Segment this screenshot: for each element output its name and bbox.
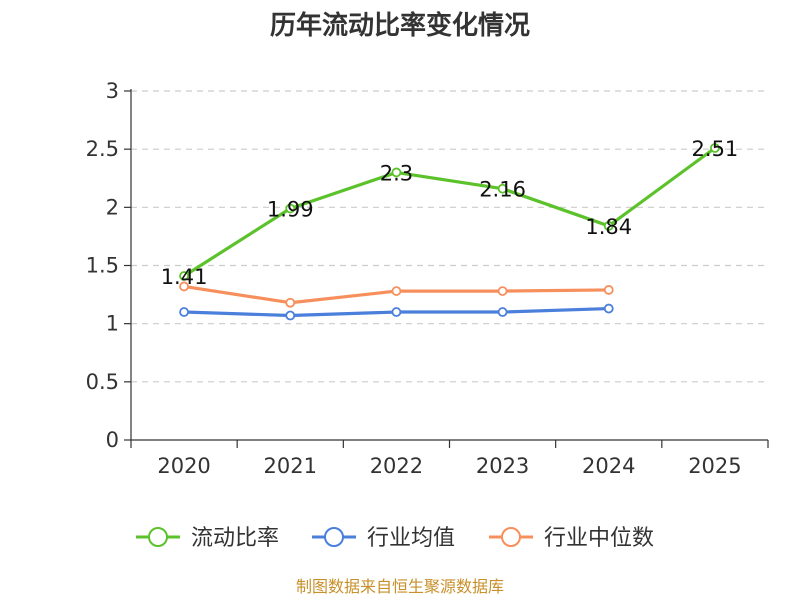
legend-item-2[interactable]: 行业中位数 [489, 526, 654, 551]
data-point[interactable] [285, 310, 296, 321]
y-axis: 0 0.5 1 1.5 2 2.5 3 [86, 79, 132, 452]
data-point[interactable] [710, 143, 720, 153]
data-point[interactable] [603, 303, 614, 314]
y-tick-label: 3 [106, 79, 119, 103]
chart-title: 历年流动比率变化情况 [270, 10, 530, 41]
legend-label: 行业中位数 [544, 526, 654, 551]
x-tick-label: 2025 [688, 454, 741, 478]
data-label: 1.84 [585, 215, 632, 239]
x-tick-label: 2021 [264, 454, 317, 478]
data-label: 2.3 [380, 161, 413, 185]
y-tick-label: 0 [106, 428, 119, 452]
data-point[interactable] [603, 285, 614, 295]
data-point[interactable] [179, 307, 189, 317]
x-tick-label: 2024 [582, 454, 635, 478]
y-tick-label: 1 [106, 312, 119, 336]
y-tick-label: 1.5 [86, 254, 119, 278]
legend-marker [148, 527, 168, 547]
data-point[interactable] [391, 307, 402, 317]
data-point[interactable] [603, 221, 614, 231]
data-label: 2.51 [692, 137, 739, 161]
x-tick-label: 2020 [157, 454, 210, 478]
data-point[interactable] [179, 271, 189, 281]
data-label: 1.99 [267, 197, 314, 221]
data-labels: 1.41 1.99 2.3 2.16 1.84 2.51 [161, 137, 739, 289]
data-label: 2.16 [479, 178, 526, 202]
grid-lines [131, 90, 768, 383]
legend-label: 流动比率 [191, 526, 279, 551]
legend-item-0[interactable]: 流动比率 [136, 526, 279, 551]
y-tick-label: 0.5 [86, 370, 119, 394]
data-point[interactable] [285, 297, 296, 308]
data-point[interactable] [179, 281, 189, 292]
data-label: 1.41 [161, 265, 208, 289]
x-axis: 2020 2021 2022 2023 2024 2025 [130, 439, 769, 478]
series-layer [179, 143, 720, 321]
data-point[interactable] [391, 286, 402, 296]
legend-item-1[interactable]: 行业均值 [312, 526, 455, 551]
legend-label: 行业均值 [367, 526, 455, 551]
series-line-0 [183, 146, 716, 278]
data-point[interactable] [391, 167, 402, 178]
y-tick-label: 2.5 [86, 137, 119, 161]
legend[interactable]: 流动比率 行业均值 行业中位数 [136, 526, 654, 551]
data-point[interactable] [285, 203, 296, 214]
source-note: 制图数据来自恒生聚源数据库 [296, 577, 504, 596]
data-point[interactable] [497, 286, 508, 296]
data-point[interactable] [497, 307, 508, 317]
legend-marker [501, 527, 521, 547]
data-point[interactable] [497, 183, 508, 194]
y-tick-label: 2 [106, 195, 119, 219]
x-tick-label: 2023 [476, 454, 529, 478]
legend-marker [324, 527, 344, 547]
x-tick-label: 2022 [370, 454, 423, 478]
